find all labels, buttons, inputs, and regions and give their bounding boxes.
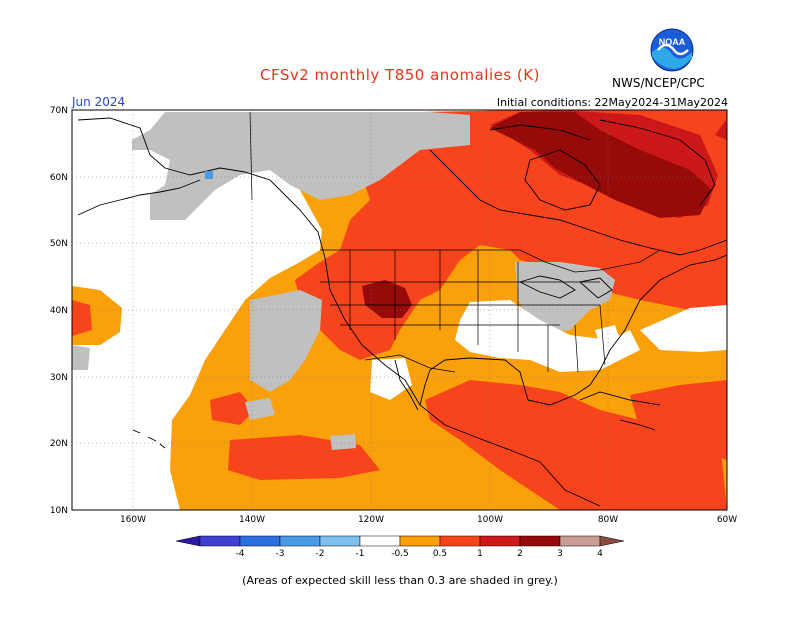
legend-cell [479, 535, 521, 547]
lon-tick-label: 140W [239, 515, 265, 525]
lat-tick-label: 60N [50, 173, 68, 183]
legend-labels: -4 -3 -2 -1 -0.5 0.5 1 2 3 4 [236, 549, 604, 559]
legend-label: 1 [477, 549, 483, 559]
low-skill-regions [72, 112, 615, 450]
lon-tick-label: 100W [477, 515, 503, 525]
skill-footnote: (Areas of expected skill less than 0.3 a… [242, 574, 558, 587]
legend-cell [359, 535, 401, 547]
initial-conditions: Initial conditions: 22May2024-31May2024 [496, 96, 728, 109]
color-legend: -4 -3 -2 -1 -0.5 0.5 1 2 3 4 [175, 535, 625, 559]
political-borders [249, 111, 661, 373]
legend-label: -3 [276, 549, 285, 559]
lon-axis: 160W 140W 120W 100W 80W 60W [120, 515, 737, 525]
anomaly-region-3-4 [490, 112, 712, 218]
legend-cell [319, 535, 361, 547]
lat-tick-label: 30N [50, 373, 68, 383]
legend-label: 0.5 [433, 549, 447, 559]
legend-label: -2 [316, 549, 325, 559]
lon-tick-label: 120W [358, 515, 384, 525]
legend-label: 2 [517, 549, 523, 559]
lon-tick-label: 80W [598, 515, 618, 525]
noaa-logo: NOAA [650, 28, 694, 76]
legend-cell [199, 535, 241, 547]
map-title: CFSv2 monthly T850 anomalies (K) [260, 66, 540, 84]
legend-cell [399, 535, 441, 547]
legend-cell [519, 535, 561, 547]
legend-label: -0.5 [391, 549, 409, 559]
lat-tick-label: 40N [50, 306, 68, 316]
legend-cell [239, 535, 281, 547]
map-frame [71, 109, 728, 511]
legend-arrow-high [599, 535, 625, 547]
agency-label: NWS/NCEP/CPC [612, 76, 705, 90]
legend-cell [439, 535, 481, 547]
graticule [72, 110, 727, 510]
lat-tick-label: 20N [50, 439, 68, 449]
legend-label: 4 [597, 549, 603, 559]
lon-tick-label: 160W [120, 515, 146, 525]
noaa-logo-text: NOAA [659, 37, 686, 47]
lat-tick-label: 50N [50, 239, 68, 249]
legend-label: -1 [356, 549, 365, 559]
legend-cells [199, 535, 601, 547]
legend-arrow-low [175, 535, 201, 547]
anomaly-field [72, 110, 727, 510]
lat-axis: 70N 60N 50N 40N 30N 20N 10N [50, 106, 68, 516]
legend-label: -4 [236, 549, 245, 559]
legend-label: 3 [557, 549, 563, 559]
lat-tick-label: 10N [50, 506, 68, 516]
forecast-month: Jun 2024 [72, 95, 126, 109]
lon-tick-label: 60W [717, 515, 737, 525]
legend-cell [559, 535, 601, 547]
coastlines [77, 117, 727, 507]
lat-tick-label: 70N [50, 106, 68, 116]
legend-cell [279, 535, 321, 547]
